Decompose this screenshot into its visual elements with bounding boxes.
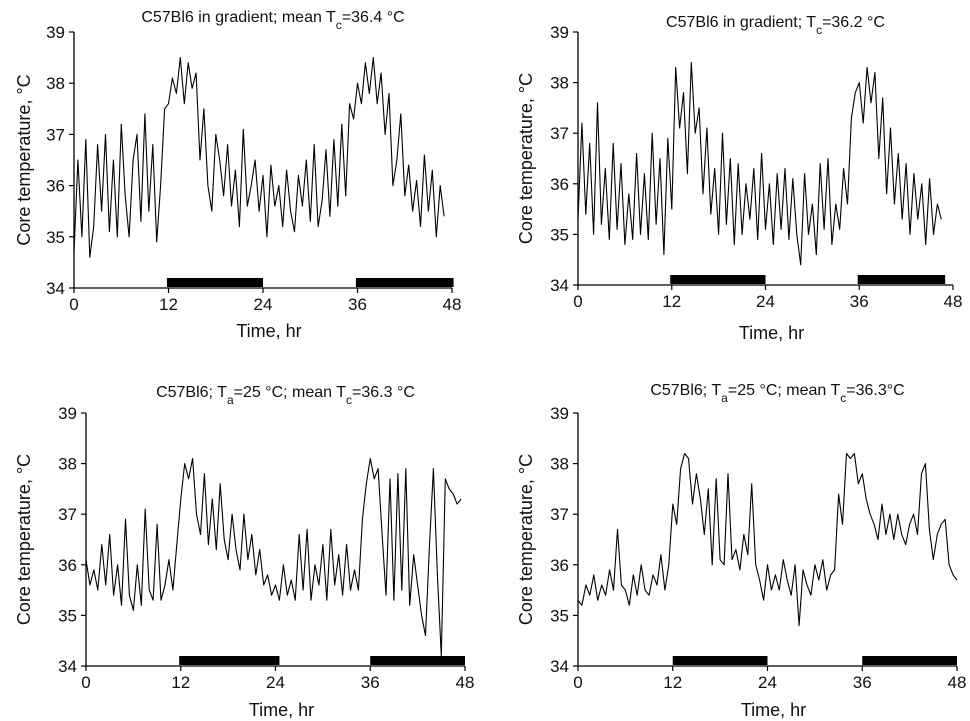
chart-panel-top-right: C57Bl6 in gradient; Tc=36.2 °C Core temp… bbox=[516, 14, 962, 343]
chart-title-bottom-right: C57Bl6; Ta=25 °C; mean Tc=36.3°C bbox=[650, 382, 904, 405]
title-part-2: =36.4 °C bbox=[342, 9, 405, 26]
title-sub-1: c bbox=[816, 23, 822, 37]
x-tick-label: 12 bbox=[663, 673, 682, 692]
x-tick-label: 24 bbox=[756, 292, 775, 311]
title-sub-2: c bbox=[346, 393, 352, 407]
x-tick-label: 0 bbox=[81, 673, 90, 692]
x-tick-label: 12 bbox=[171, 673, 190, 692]
y-axis-label-bottom-right: Core temperature, °C bbox=[516, 454, 536, 625]
dark-phase-bar bbox=[672, 656, 768, 665]
x-axis-label-bottom-right: Time, hr bbox=[741, 700, 806, 720]
chart-title-bottom-left: C57Bl6; Ta=25 °C; mean Tc=36.3 °C bbox=[156, 384, 415, 407]
y-tick-label: 34 bbox=[46, 279, 65, 298]
title-sub-2: c bbox=[840, 391, 846, 405]
x-tick-label: 24 bbox=[758, 673, 777, 692]
x-tick-label: 48 bbox=[948, 673, 967, 692]
plot-area: 34 35 36 37 38 39 0 12 24 36 48 bbox=[550, 23, 962, 311]
title-part-2: =25 °C; mean T bbox=[728, 382, 841, 399]
y-tick-label: 38 bbox=[550, 74, 569, 93]
x-tick-label: 36 bbox=[850, 292, 869, 311]
x-axis-label-bottom-left: Time, hr bbox=[249, 700, 314, 720]
dark-phase-bar bbox=[862, 656, 957, 665]
y-tick-label: 37 bbox=[550, 124, 569, 143]
dark-phase-bar bbox=[166, 278, 263, 287]
title-sub-1: a bbox=[227, 393, 234, 407]
plot-area: 34 35 36 37 38 39 0 12 24 36 48 bbox=[550, 404, 966, 692]
y-tick-label: 37 bbox=[58, 505, 77, 524]
x-tick-label: 48 bbox=[944, 292, 963, 311]
y-tick-label: 34 bbox=[550, 276, 569, 295]
y-tick-label: 37 bbox=[550, 505, 569, 524]
y-tick-label: 37 bbox=[46, 125, 65, 144]
x-tick-label: 0 bbox=[573, 292, 582, 311]
dark-phase-bar bbox=[179, 656, 280, 665]
y-axis-label-top-left: Core temperature, °C bbox=[14, 74, 34, 245]
y-tick-label: 35 bbox=[58, 606, 77, 625]
chart-title-top-left: C57Bl6 in gradient; mean Tc=36.4 °C bbox=[141, 9, 404, 32]
chart-title-top-right: C57Bl6 in gradient; Tc=36.2 °C bbox=[666, 14, 885, 37]
y-tick-label: 38 bbox=[46, 74, 65, 93]
x-tick-label: 48 bbox=[443, 295, 462, 314]
y-tick-label: 39 bbox=[58, 404, 77, 423]
y-tick-label: 38 bbox=[58, 455, 77, 474]
x-tick-label: 12 bbox=[662, 292, 681, 311]
y-tick-label: 35 bbox=[550, 225, 569, 244]
x-tick-label: 48 bbox=[456, 673, 475, 692]
y-tick-label: 36 bbox=[46, 177, 65, 196]
title-part-1: C57Bl6; T bbox=[650, 382, 721, 399]
x-tick-label: 0 bbox=[573, 673, 582, 692]
dark-phase-bar bbox=[857, 275, 946, 284]
title-part-1: C57Bl6 in gradient; mean T bbox=[141, 9, 336, 26]
y-tick-label: 38 bbox=[550, 455, 569, 474]
y-axis-label-top-right: Core temperature, °C bbox=[516, 73, 536, 244]
y-tick-label: 39 bbox=[550, 23, 569, 42]
title-part-2: =36.2 °C bbox=[822, 14, 885, 31]
chart-panel-bottom-right: C57Bl6; Ta=25 °C; mean Tc=36.3°C Core te… bbox=[516, 382, 966, 720]
x-tick-label: 24 bbox=[254, 295, 273, 314]
title-part-1: C57Bl6 in gradient; T bbox=[666, 14, 816, 31]
chart-panel-bottom-left: C57Bl6; Ta=25 °C; mean Tc=36.3 °C Core t… bbox=[14, 384, 474, 720]
dark-phase-bar bbox=[355, 278, 454, 287]
x-tick-label: 0 bbox=[69, 295, 78, 314]
plot-area: 34 35 36 37 38 39 0 12 24 36 48 bbox=[58, 404, 474, 692]
temperature-series-line bbox=[85, 457, 462, 657]
y-tick-label: 35 bbox=[550, 606, 569, 625]
title-part-1: C57Bl6; T bbox=[156, 384, 227, 401]
y-tick-label: 39 bbox=[550, 404, 569, 423]
y-tick-label: 35 bbox=[46, 228, 65, 247]
x-tick-label: 24 bbox=[266, 673, 285, 692]
y-tick-label: 34 bbox=[58, 657, 77, 676]
x-tick-label: 36 bbox=[853, 673, 872, 692]
dark-phase-bar bbox=[370, 656, 465, 665]
y-tick-label: 36 bbox=[550, 175, 569, 194]
title-sub-1: c bbox=[336, 18, 342, 32]
title-part-3: =36.3 °C bbox=[352, 384, 415, 401]
title-sub-1: a bbox=[721, 391, 728, 405]
y-tick-label: 36 bbox=[550, 556, 569, 575]
x-axis-label-top-right: Time, hr bbox=[739, 323, 804, 343]
x-tick-label: 36 bbox=[361, 673, 380, 692]
dark-phase-bar bbox=[670, 275, 766, 284]
chart-panel-top-left: C57Bl6 in gradient; mean Tc=36.4 °C Core… bbox=[14, 9, 461, 341]
title-part-3: =36.3°C bbox=[846, 382, 904, 399]
plot-area: 34 35 36 37 38 39 0 12 24 36 48 bbox=[46, 23, 461, 314]
temperature-series-line bbox=[73, 57, 445, 258]
temperature-series-line bbox=[577, 61, 942, 266]
y-axis-label-bottom-left: Core temperature, °C bbox=[14, 454, 34, 625]
temperature-series-line bbox=[577, 452, 958, 627]
x-tick-label: 36 bbox=[348, 295, 367, 314]
y-tick-label: 39 bbox=[46, 23, 65, 42]
title-part-2: =25 °C; mean T bbox=[234, 384, 347, 401]
x-tick-label: 12 bbox=[159, 295, 178, 314]
y-tick-label: 34 bbox=[550, 657, 569, 676]
y-tick-label: 36 bbox=[58, 556, 77, 575]
x-axis-label-top-left: Time, hr bbox=[236, 321, 301, 341]
